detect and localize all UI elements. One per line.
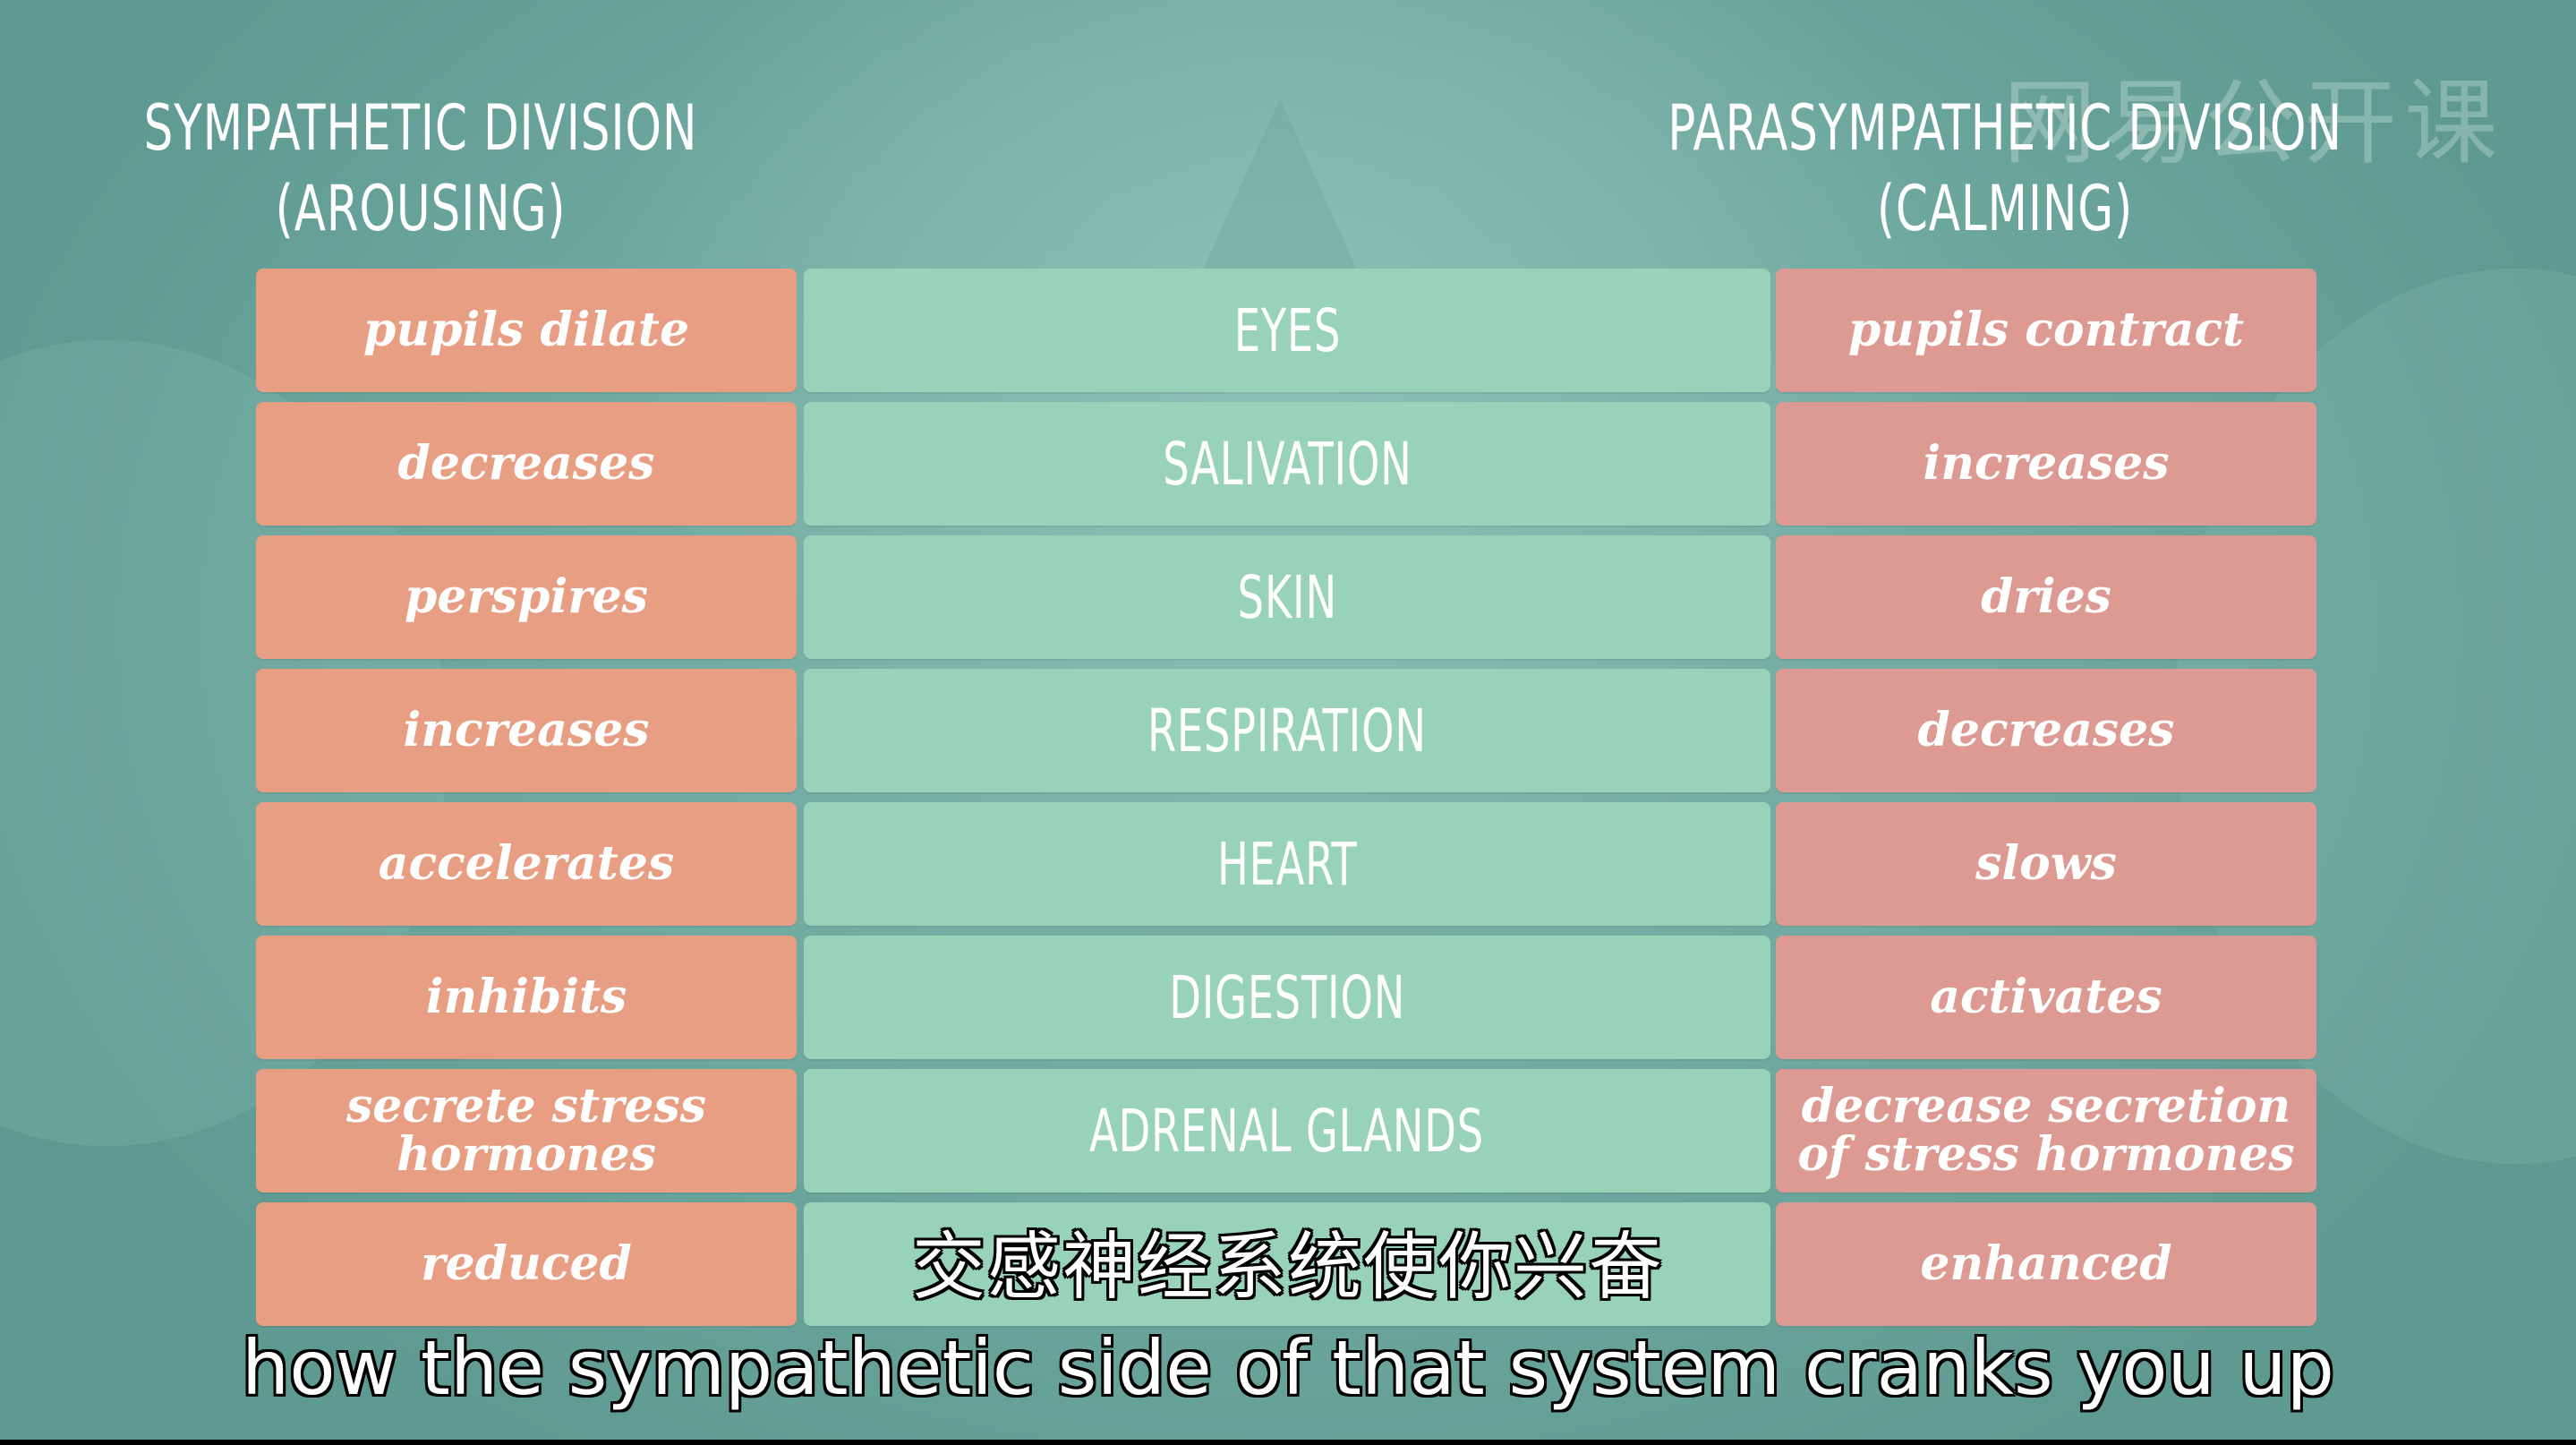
english-subtitle: how the sympathetic side of that system … <box>242 1324 2334 1412</box>
sympathetic-cell: decreases <box>256 402 797 526</box>
parasympathetic-effect: decrease secretion of stress hormones <box>1797 1079 2295 1182</box>
parasympathetic-cell: pupils contract <box>1776 269 2316 392</box>
sympathetic-effect: perspires <box>405 569 648 624</box>
organ-label: DIGESTION <box>1169 962 1405 1032</box>
sympathetic-effect: accelerates <box>378 836 675 891</box>
sympathetic-effect: decreases <box>397 436 655 491</box>
parasympathetic-heading-subtitle: (CALMING) <box>1876 172 2134 245</box>
organ-cell: EYES <box>804 269 1770 392</box>
sympathetic-cell: increases <box>256 669 797 792</box>
sympathetic-effect: pupils dilate <box>363 303 690 357</box>
parasympathetic-effect: decreases <box>1917 703 2175 757</box>
organ-cell: ADRENAL GLANDS <box>804 1069 1770 1193</box>
parasympathetic-effect: activates <box>1930 970 2162 1024</box>
organ-label: EYES <box>1233 295 1341 365</box>
organ-cell: SALIVATION <box>804 402 1770 526</box>
parasympathetic-cell: slows <box>1776 802 2316 926</box>
parasympathetic-cell: increases <box>1776 402 2316 526</box>
parasympathetic-cell: activates <box>1776 936 2316 1059</box>
parasympathetic-heading-title: PARASYMPATHETIC DIVISION <box>1668 91 2342 165</box>
parasympathetic-cell: dries <box>1776 535 2316 659</box>
sympathetic-cell: perspires <box>256 535 797 659</box>
sympathetic-heading-title: SYMPATHETIC DIVISION <box>143 91 698 165</box>
organ-label: SALIVATION <box>1162 429 1412 499</box>
sympathetic-cell: secrete stress hormones <box>256 1069 797 1193</box>
parasympathetic-cell: decreases <box>1776 669 2316 792</box>
parasympathetic-effect: increases <box>1923 436 2170 491</box>
organ-cell: DIGESTION <box>804 936 1770 1059</box>
sympathetic-cell: pupils dilate <box>256 269 797 392</box>
sympathetic-heading: SYMPATHETIC DIVISION (AROUSING) <box>83 88 758 249</box>
sympathetic-cell: accelerates <box>256 802 797 926</box>
organ-label: HEART <box>1216 829 1358 899</box>
parasympathetic-effect: pupils contract <box>1847 303 2245 357</box>
video-bottom-edge <box>0 1440 2576 1445</box>
parasympathetic-heading: PARASYMPATHETIC DIVISION (CALMING) <box>1638 88 2372 249</box>
parasympathetic-effect: dries <box>1981 569 2111 624</box>
organ-cell: HEART <box>804 802 1770 926</box>
background-peak <box>1199 98 1361 278</box>
channel-watermark: 网易公开课 <box>2003 68 2505 177</box>
organ-label: SKIN <box>1237 562 1337 632</box>
organ-label: RESPIRATION <box>1147 696 1427 765</box>
parasympathetic-effect: slows <box>1975 836 2117 891</box>
parasympathetic-cell: decrease secretion of stress hormones <box>1776 1069 2316 1193</box>
organ-label: ADRENAL GLANDS <box>1089 1096 1485 1166</box>
sympathetic-effect: reduced <box>421 1236 632 1291</box>
sympathetic-effect: secrete stress hormones <box>345 1079 707 1182</box>
sympathetic-cell: inhibits <box>256 936 797 1059</box>
organ-cell: RESPIRATION <box>804 669 1770 792</box>
chinese-subtitle: 交感神经系统使你兴奋 <box>911 1225 1664 1310</box>
sympathetic-cell: reduced <box>256 1202 797 1326</box>
sympathetic-effect: inhibits <box>425 970 627 1024</box>
organ-cell <box>804 1202 1770 1326</box>
parasympathetic-cell: enhanced <box>1776 1202 2316 1326</box>
organ-cell: SKIN <box>804 535 1770 659</box>
sympathetic-heading-subtitle: (AROUSING) <box>275 172 567 245</box>
sympathetic-effect: increases <box>403 703 650 757</box>
parasympathetic-effect: enhanced <box>1920 1236 2172 1291</box>
